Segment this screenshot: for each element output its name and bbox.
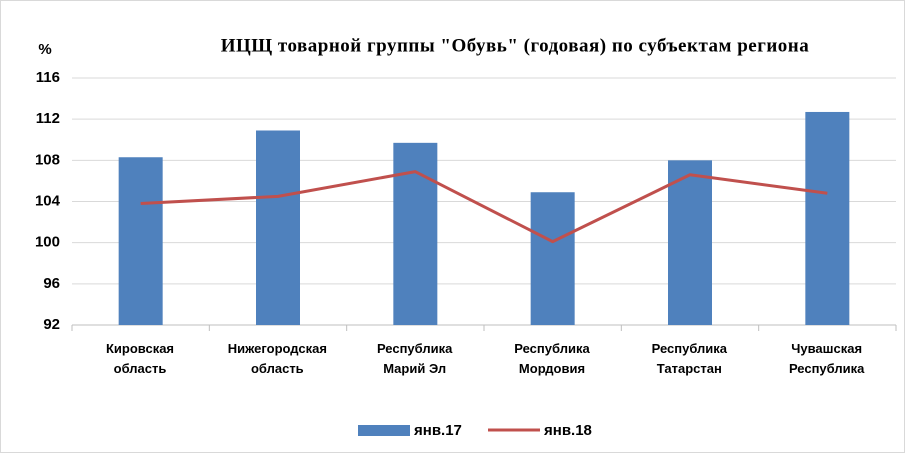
legend-label: янв.18 <box>544 422 592 439</box>
legend-label: янв.17 <box>414 422 462 439</box>
y-tick-label: 112 <box>36 110 60 127</box>
y-tick-label: 92 <box>43 316 60 333</box>
y-tick-label: 108 <box>35 151 60 168</box>
bar <box>530 192 575 325</box>
y-axis-label: % <box>38 41 51 58</box>
chart-title: ИЦЩ товарной группы "Обувь" (годовая) по… <box>221 35 809 56</box>
bar <box>118 157 163 325</box>
x-tick-label: Республика Марий Эл <box>376 341 453 376</box>
bar <box>668 160 712 325</box>
x-tick-label: Республика Мордовия <box>514 341 590 376</box>
bar <box>805 111 850 326</box>
y-tick-label: 100 <box>35 234 60 251</box>
y-tick-label: 96 <box>43 275 60 292</box>
y-tick-label: 104 <box>35 192 61 209</box>
x-tick-label: Нижегородская область <box>227 341 327 376</box>
x-tick-label: Кировская область <box>105 341 175 376</box>
legend-swatch <box>358 425 410 436</box>
x-tick-label: Республика Татарстан <box>651 341 728 376</box>
x-tick-label: Чувашская Республика <box>788 341 865 376</box>
line <box>140 170 828 244</box>
bar <box>256 130 300 325</box>
y-tick-label: 116 <box>36 69 60 86</box>
